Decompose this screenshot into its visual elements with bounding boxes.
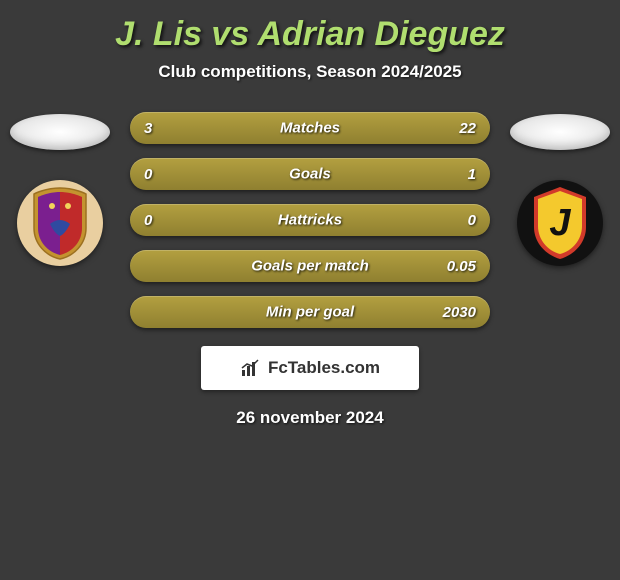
footer-date: 26 november 2024: [10, 408, 610, 428]
stat-label: Matches: [280, 120, 340, 137]
stat-right-value: 2030: [436, 304, 476, 321]
stat-row: 0 Goals 1: [130, 158, 490, 190]
watermark-text: FcTables.com: [268, 358, 380, 378]
page-title: J. Lis vs Adrian Dieguez: [10, 15, 610, 54]
stat-left-value: 0: [144, 166, 184, 183]
stat-label: Min per goal: [266, 304, 354, 321]
stat-right-value: 22: [436, 120, 476, 137]
infographic-root: J. Lis vs Adrian Dieguez Club competitio…: [0, 0, 620, 433]
shield-icon: J: [528, 185, 592, 261]
stat-right-value: 0.05: [436, 258, 476, 275]
stat-left-value: 3: [144, 120, 184, 137]
page-subtitle: Club competitions, Season 2024/2025: [10, 62, 610, 82]
right-team-logo: J: [517, 180, 603, 266]
stat-row: Goals per match 0.05: [130, 250, 490, 282]
stat-row: Min per goal 2030: [130, 296, 490, 328]
watermark: FcTables.com: [201, 346, 419, 390]
shield-icon: [30, 186, 90, 261]
stat-right-value: 1: [436, 166, 476, 183]
stat-row: 0 Hattricks 0: [130, 204, 490, 236]
stat-row: 3 Matches 22: [130, 112, 490, 144]
stat-right-value: 0: [436, 212, 476, 229]
left-side: [10, 102, 110, 266]
main-row: 3 Matches 22 0 Goals 1 0 Hattricks 0 Goa…: [10, 102, 610, 328]
right-side: J: [510, 102, 610, 266]
stat-label: Goals per match: [251, 258, 369, 275]
svg-text:J: J: [549, 202, 571, 244]
stats-bars: 3 Matches 22 0 Goals 1 0 Hattricks 0 Goa…: [110, 112, 510, 328]
left-team-logo: [17, 180, 103, 266]
left-player-ellipse: [10, 114, 110, 150]
chart-icon: [240, 358, 262, 378]
right-player-ellipse: [510, 114, 610, 150]
stat-label: Goals: [289, 166, 331, 183]
stat-label: Hattricks: [278, 212, 342, 229]
stat-left-value: 0: [144, 212, 184, 229]
